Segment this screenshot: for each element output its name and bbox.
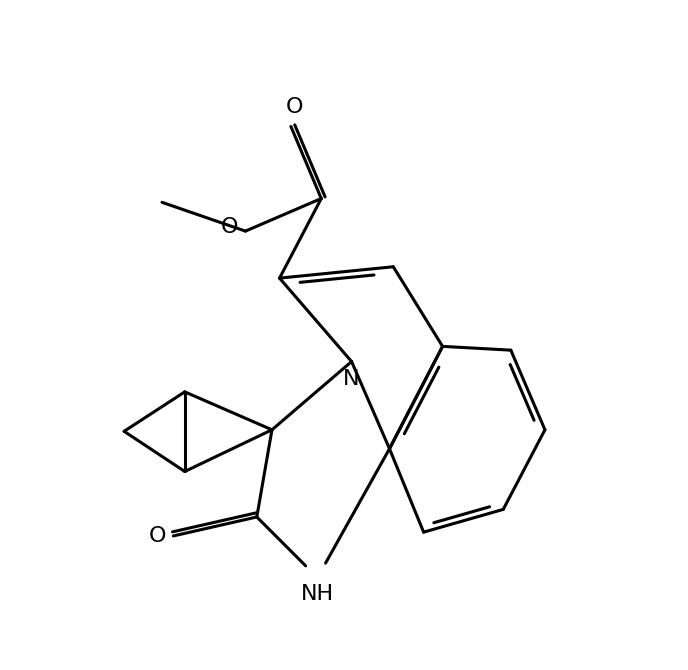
Text: NH: NH — [301, 584, 334, 604]
Text: N: N — [343, 369, 360, 389]
Text: O: O — [149, 526, 166, 546]
Text: O: O — [286, 97, 303, 117]
Text: O: O — [220, 217, 238, 237]
